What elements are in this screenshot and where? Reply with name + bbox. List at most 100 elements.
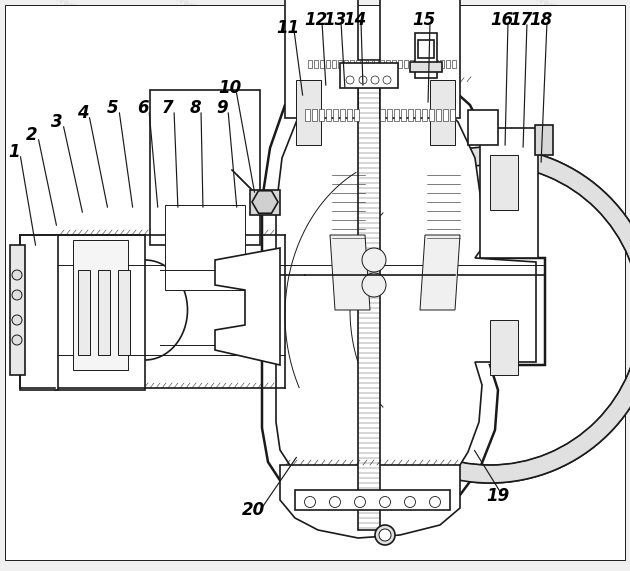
Text: krutilvertel.com: krutilvertel.com <box>37 154 103 198</box>
Bar <box>443 109 448 121</box>
Circle shape <box>404 497 416 508</box>
Bar <box>380 60 384 68</box>
Circle shape <box>362 248 386 272</box>
Bar <box>480 128 538 258</box>
Bar <box>347 109 352 121</box>
Bar <box>118 270 130 355</box>
Bar <box>446 60 450 68</box>
Circle shape <box>362 273 386 297</box>
Bar <box>308 60 312 68</box>
Text: 19: 19 <box>486 487 510 505</box>
Circle shape <box>379 497 391 508</box>
Bar <box>380 109 385 121</box>
Text: krutilvertel.com: krutilvertel.com <box>37 69 103 113</box>
Bar <box>333 109 338 121</box>
Bar <box>535 125 553 155</box>
Text: 13: 13 <box>323 11 346 29</box>
Text: 2: 2 <box>26 126 38 144</box>
Circle shape <box>12 270 22 280</box>
Text: krutilvertel.com: krutilvertel.com <box>37 409 103 453</box>
Bar <box>295 490 450 510</box>
Bar <box>428 60 432 68</box>
Bar <box>319 109 324 121</box>
Text: 16: 16 <box>490 11 513 29</box>
Polygon shape <box>262 68 545 525</box>
Bar <box>410 60 414 68</box>
Text: 14: 14 <box>343 11 367 29</box>
Bar <box>305 109 310 121</box>
Bar <box>380 0 460 118</box>
Text: krutilvertel.com: krutilvertel.com <box>37 239 103 283</box>
Bar <box>440 60 444 68</box>
Bar <box>362 60 366 68</box>
Text: 11: 11 <box>277 19 300 37</box>
Bar <box>10 245 25 375</box>
Bar <box>368 60 372 68</box>
Text: krutilvertel.com: krutilvertel.com <box>277 409 343 453</box>
Text: krutilvertel.com: krutilvertel.com <box>156 324 224 368</box>
Text: krutilvertel.com: krutilvertel.com <box>517 69 583 113</box>
Text: krutilvertel.com: krutilvertel.com <box>277 69 343 113</box>
Text: krutilvertel.com: krutilvertel.com <box>517 0 583 28</box>
Text: 5: 5 <box>107 99 119 117</box>
Bar <box>387 109 392 121</box>
Text: 18: 18 <box>529 11 553 29</box>
Text: 15: 15 <box>413 11 435 29</box>
Text: 6: 6 <box>137 99 149 117</box>
Bar <box>350 60 354 68</box>
Text: 12: 12 <box>304 11 328 29</box>
Text: krutilvertel.com: krutilvertel.com <box>156 0 224 28</box>
Bar <box>78 270 90 355</box>
Bar <box>404 60 408 68</box>
Bar <box>436 109 441 121</box>
Text: krutilvertel.com: krutilvertel.com <box>156 69 224 113</box>
Bar <box>303 60 458 105</box>
Bar <box>398 60 402 68</box>
Bar <box>490 320 518 375</box>
Text: 3: 3 <box>51 113 63 131</box>
Text: krutilvertel.com: krutilvertel.com <box>396 324 464 368</box>
Bar <box>410 62 442 72</box>
Text: krutilvertel.com: krutilvertel.com <box>396 69 464 113</box>
Bar <box>73 240 128 370</box>
Text: 8: 8 <box>189 99 201 117</box>
Text: krutilvertel.com: krutilvertel.com <box>156 409 224 453</box>
Text: 4: 4 <box>77 104 89 122</box>
Bar <box>418 40 434 58</box>
Text: krutilvertel.com: krutilvertel.com <box>396 409 464 453</box>
Bar <box>429 109 434 121</box>
Bar <box>250 190 280 215</box>
Text: krutilvertel.com: krutilvertel.com <box>37 494 103 538</box>
Text: krutilvertel.com: krutilvertel.com <box>156 154 224 198</box>
Bar <box>490 155 518 210</box>
Bar <box>408 109 413 121</box>
Text: 9: 9 <box>216 99 228 117</box>
Bar <box>20 235 58 390</box>
Bar <box>340 109 345 121</box>
Text: krutilvertel.com: krutilvertel.com <box>517 494 583 538</box>
Text: krutilvertel.com: krutilvertel.com <box>277 239 343 283</box>
Wedge shape <box>322 147 630 483</box>
Bar <box>416 60 420 68</box>
Text: krutilvertel.com: krutilvertel.com <box>517 409 583 453</box>
Bar <box>358 65 380 530</box>
Bar <box>344 60 348 68</box>
Bar <box>332 60 336 68</box>
Bar <box>422 109 427 121</box>
Circle shape <box>329 497 340 508</box>
Text: krutilvertel.com: krutilvertel.com <box>277 494 343 538</box>
Bar <box>415 33 437 78</box>
Text: krutilvertel.com: krutilvertel.com <box>156 239 224 283</box>
Bar <box>468 110 498 145</box>
Bar <box>285 0 358 118</box>
Text: krutilvertel.com: krutilvertel.com <box>396 0 464 28</box>
Circle shape <box>379 529 391 541</box>
Circle shape <box>375 525 395 545</box>
Bar <box>415 109 420 121</box>
Bar <box>150 90 260 245</box>
Polygon shape <box>276 89 536 504</box>
Circle shape <box>304 497 316 508</box>
Text: krutilvertel.com: krutilvertel.com <box>396 154 464 198</box>
Circle shape <box>355 497 365 508</box>
Bar <box>55 235 145 390</box>
